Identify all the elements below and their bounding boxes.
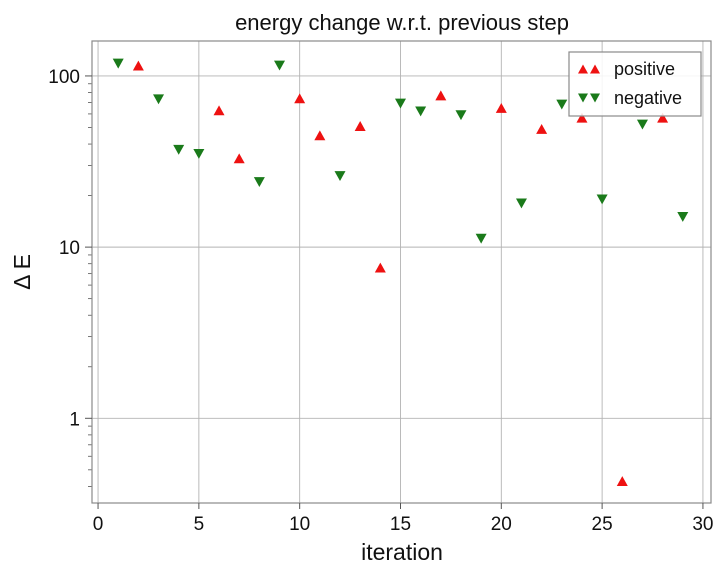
x-tick-label: 20 <box>491 514 512 535</box>
positive-data-point <box>314 130 326 141</box>
legend-box <box>568 51 702 117</box>
x-axis-ticks: 0 5 10 15 20 25 30 <box>93 503 714 535</box>
positive-data-point <box>616 476 628 486</box>
x-tick-label: 15 <box>390 514 411 535</box>
positive-data-point <box>536 124 548 134</box>
y-tick-label: 100 <box>48 67 80 88</box>
negative-data-point <box>173 144 185 155</box>
y-tick-label: 1 <box>69 409 80 430</box>
negative-data-point <box>596 194 608 205</box>
chart-title: energy change w.r.t. previous step <box>235 10 569 35</box>
minor-ticks <box>88 83 92 487</box>
positive-data-point <box>132 60 144 71</box>
positive-data-point <box>576 112 588 123</box>
negative-data-point <box>515 198 527 209</box>
x-tick-label: 10 <box>289 514 310 535</box>
negative-data-point <box>475 233 487 244</box>
x-tick-label: 30 <box>692 514 713 535</box>
negative-legend-marker <box>590 93 600 103</box>
positive-data-point <box>233 153 245 164</box>
negative-data-point <box>394 98 406 109</box>
y-axis-ticks: 1 10 100 <box>48 67 92 430</box>
positive-data-point <box>213 105 225 116</box>
positive-data-point <box>294 93 306 104</box>
x-tick-label: 25 <box>592 514 613 535</box>
negative-data-point <box>253 177 265 187</box>
negative-data-point <box>193 149 205 159</box>
positive-data-point <box>657 112 669 123</box>
negative-data-point <box>334 171 346 182</box>
positive-data-point <box>495 103 507 113</box>
negative-data-point <box>153 94 165 105</box>
negative-data-point <box>274 60 286 71</box>
positive-data-point <box>354 121 366 131</box>
negative-data-point <box>556 99 568 110</box>
plot-frame <box>91 40 712 504</box>
x-axis-title: iteration <box>361 539 443 565</box>
positive-data-point <box>374 262 386 273</box>
x-tick-label: 5 <box>194 514 205 535</box>
positive-data-point <box>435 90 447 101</box>
positive-legend-marker <box>578 64 588 74</box>
x-tick-label: 0 <box>93 514 104 535</box>
legend: positive negative <box>568 51 702 117</box>
positive-legend-marker <box>590 64 600 74</box>
negative-legend-marker <box>578 93 588 103</box>
legend-label-negative: negative <box>614 88 682 108</box>
negative-data-point <box>415 106 427 117</box>
y-axis-title: Δ E <box>9 254 35 290</box>
negative-data-point <box>112 58 124 69</box>
negative-data-point <box>636 119 648 130</box>
legend-entries: positive negative <box>578 59 682 108</box>
data-points <box>112 58 689 486</box>
negative-data-point <box>455 110 467 121</box>
y-tick-label: 10 <box>59 238 80 259</box>
legend-label-positive: positive <box>614 59 675 79</box>
negative-data-point <box>677 212 689 222</box>
